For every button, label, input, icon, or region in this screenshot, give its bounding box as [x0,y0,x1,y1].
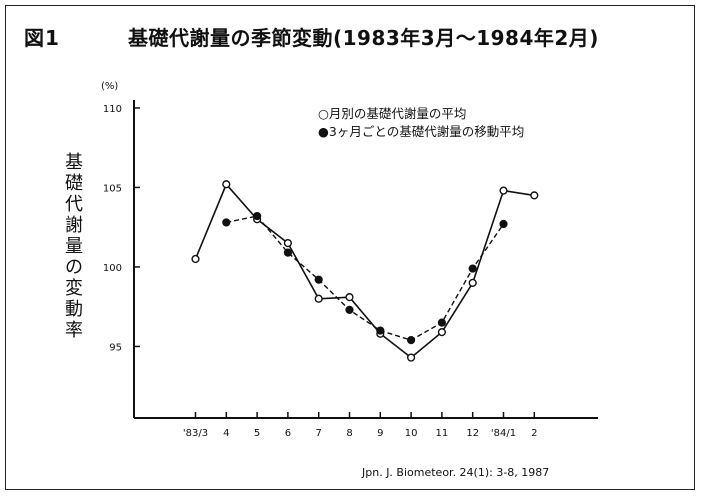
legend-entry: ○月別の基礎代謝量の平均 [318,106,466,121]
monthly-average-point [345,293,354,302]
monthly-average-point [191,254,200,264]
x-tick-label: 9 [377,428,383,439]
monthly-average-point [499,186,508,195]
y-tick-label: 110 [103,104,122,115]
x-tick-label: 12 [466,428,479,439]
monthly-average-point [468,278,477,287]
monthly-average-point [283,239,293,248]
x-tick-label: 4 [223,428,229,439]
x-tick-label: 5 [254,428,260,439]
moving-average-point [283,248,293,257]
x-tick-label: '83/3 [183,428,208,439]
figure-number: 図1 [24,26,60,50]
y-axis-unit: (%) [101,81,118,92]
moving-average-point [376,326,385,335]
moving-average-point [345,305,354,314]
monthly-average-point [530,191,539,200]
monthly-average-point [407,353,416,362]
series-line-1 [194,182,535,359]
moving-average-point [437,318,447,327]
x-tick-label: 6 [285,428,291,439]
y-axis-label: 基礎代謝量の変動率 [65,152,83,341]
y-tick-label: 100 [103,263,122,274]
series-line-2 [226,215,505,341]
moving-average-point [468,264,477,273]
source-citation: Jpn. J. Biometeor. 24(1): 3-8, 1987 [362,466,550,479]
monthly-average-point [314,294,323,303]
monthly-average-point [222,180,231,189]
moving-average-point [314,275,323,284]
x-tick-label: 2 [531,428,537,439]
x-tick-label: 7 [316,428,322,439]
moving-average-point [407,335,416,345]
x-tick-label: 11 [436,428,449,439]
x-tick-label: 8 [346,428,352,439]
monthly-average-point [437,328,447,337]
x-tick-label: '84/1 [491,428,516,439]
moving-average-point [499,219,508,229]
figure-frame [5,5,695,490]
y-tick-label: 95 [109,342,122,353]
figure-title: 基礎代謝量の季節変動(1983年3月～1984年2月) [128,26,599,50]
x-tick-label: 10 [405,428,418,439]
y-tick-label: 105 [103,183,122,194]
moving-average-point [222,218,231,227]
moving-average-point [253,211,262,221]
legend-entry: ●3ヶ月ごとの基礎代謝量の移動平均 [318,124,524,139]
